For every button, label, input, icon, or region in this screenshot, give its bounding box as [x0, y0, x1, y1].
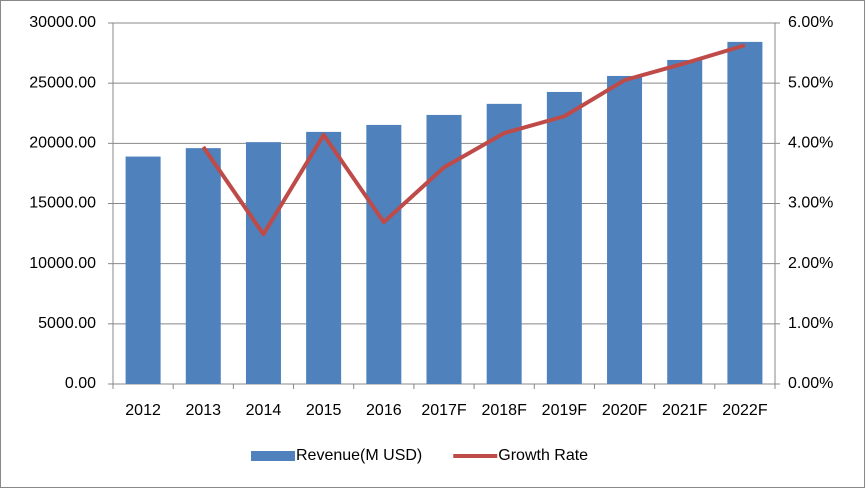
x-tick-label: 2016 [366, 402, 402, 419]
y-tick-label: 5000.00 [38, 315, 96, 332]
legend-label: Revenue(M USD) [296, 447, 422, 464]
y-tick-label: 20000.00 [29, 135, 96, 152]
x-tick-label: 2019F [542, 402, 588, 419]
legend-swatch [251, 451, 295, 461]
y2-tick-label: 2.00% [788, 255, 833, 272]
x-tick-label: 2012 [125, 402, 161, 419]
y2-tick-label: 5.00% [788, 74, 833, 91]
bar [486, 103, 522, 384]
bar [185, 148, 221, 384]
y-tick-label: 25000.00 [29, 74, 96, 91]
bar [426, 114, 462, 385]
line [201, 43, 746, 237]
x-tick-label: 2020F [602, 402, 648, 419]
bar [546, 91, 582, 385]
bar [125, 156, 161, 384]
legend-label: Growth Rate [498, 447, 588, 464]
x-tick-label: 2018F [481, 402, 527, 419]
y2-tick-label: 1.00% [788, 315, 833, 332]
bar [245, 142, 281, 384]
bar [306, 131, 342, 384]
y2-tick-label: 4.00% [788, 135, 833, 152]
x-tick-label: 2014 [246, 402, 282, 419]
x-tick-label: 2017F [421, 402, 467, 419]
y-tick-label: 30000.00 [29, 14, 96, 31]
x-tick-label: 2022F [722, 402, 768, 419]
y-tick-label: 0.00 [65, 375, 96, 392]
y2-tick-label: 6.00% [788, 14, 833, 31]
x-tick-label: 2013 [185, 402, 221, 419]
bar [727, 41, 763, 384]
y2-tick-label: 0.00% [788, 375, 833, 392]
x-tick-label: 2021F [662, 402, 708, 419]
y-tick-label: 15000.00 [29, 195, 96, 212]
bar [667, 59, 703, 385]
bar [366, 124, 402, 384]
x-tick-label: 2015 [306, 402, 342, 419]
y2-tick-label: 3.00% [788, 195, 833, 212]
y-tick-label: 10000.00 [29, 255, 96, 272]
bar [607, 75, 643, 385]
